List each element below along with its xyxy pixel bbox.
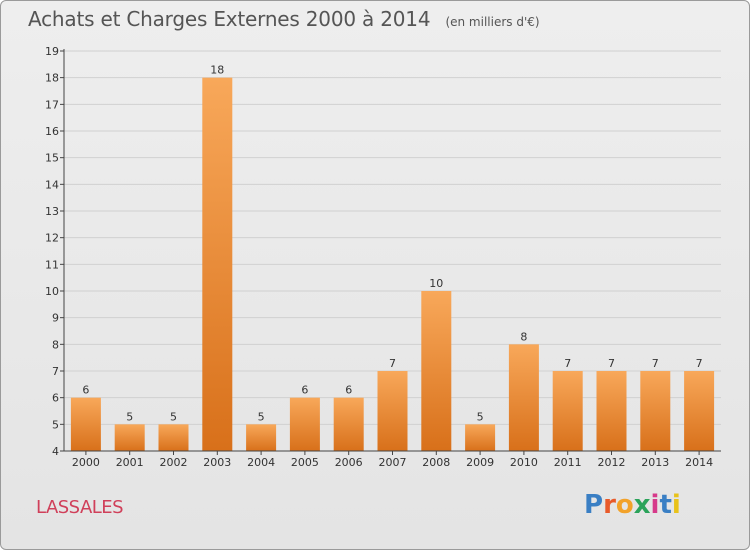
value-label-2013: 7 <box>652 357 659 370</box>
bar-2001 <box>114 424 145 451</box>
bar-2009 <box>465 424 496 451</box>
y-tick-label: 16 <box>45 125 59 138</box>
value-label-2012: 7 <box>608 357 615 370</box>
bar-2002 <box>158 424 189 451</box>
x-tick-label-2010: 2010 <box>510 456 538 469</box>
y-tick-label: 18 <box>45 72 59 85</box>
y-tick-label: 17 <box>45 98 59 111</box>
logo-letter: i <box>650 490 660 520</box>
bar-2005 <box>289 397 320 451</box>
x-tick-label-2009: 2009 <box>466 456 494 469</box>
proxiti-logo: Proxiti <box>584 490 681 520</box>
bar-2014 <box>684 371 715 451</box>
title-row: Achats et Charges Externes 2000 à 2014 (… <box>28 7 540 31</box>
logo-letter: o <box>615 490 634 520</box>
bar-2007 <box>377 371 408 451</box>
bar-2012 <box>596 371 627 451</box>
bar-2006 <box>333 397 364 451</box>
y-tick-label: 12 <box>45 232 59 245</box>
x-tick-label-2012: 2012 <box>598 456 626 469</box>
y-tick-label: 10 <box>45 285 59 298</box>
bar-2011 <box>552 371 583 451</box>
x-tick-label-2008: 2008 <box>422 456 450 469</box>
value-label-2005: 6 <box>301 384 308 397</box>
y-tick-label: 19 <box>45 45 59 58</box>
x-tick-label-2000: 2000 <box>72 456 100 469</box>
y-tick-label: 4 <box>52 445 59 458</box>
y-tick-label: 13 <box>45 205 59 218</box>
x-tick-label-2013: 2013 <box>641 456 669 469</box>
logo-letter: r <box>603 490 616 520</box>
x-tick-label-2005: 2005 <box>291 456 319 469</box>
axis-layer: 4 5 6 7 8 9 10 11 12 13 14 15 16 17 18 19 2000 2001 2002 20… <box>45 45 721 469</box>
chart-title: Achats et Charges Externes 2000 à 2014 <box>28 7 431 31</box>
y-tick-label: 15 <box>45 152 59 165</box>
x-tick-label-2011: 2011 <box>554 456 582 469</box>
value-label-2000: 6 <box>82 384 89 397</box>
value-label-2007: 7 <box>389 357 396 370</box>
value-label-2006: 6 <box>345 384 352 397</box>
x-tick-label-2007: 2007 <box>379 456 407 469</box>
chart-unit: (en milliers d'€) <box>445 15 540 29</box>
bar-2000 <box>70 397 101 451</box>
value-label-2011: 7 <box>564 357 571 370</box>
bar-2004 <box>246 424 277 451</box>
x-tick-label-2002: 2002 <box>160 456 188 469</box>
bar-2010 <box>508 344 539 451</box>
x-tick-label-2003: 2003 <box>203 456 231 469</box>
y-tick-label: 6 <box>52 392 59 405</box>
y-tick-label: 9 <box>52 312 59 325</box>
x-tick-label-2001: 2001 <box>116 456 144 469</box>
value-label-2003: 18 <box>210 64 224 77</box>
x-tick-label-2006: 2006 <box>335 456 363 469</box>
value-label-2010: 8 <box>520 330 527 343</box>
value-label-2008: 10 <box>429 277 443 290</box>
value-label-2009: 5 <box>477 410 484 423</box>
y-tick-label: 7 <box>52 365 59 378</box>
logo-letter: i <box>671 490 681 520</box>
value-label-2002: 5 <box>170 410 177 423</box>
y-tick-label: 5 <box>52 418 59 431</box>
bar-2008 <box>421 291 452 451</box>
place-name: LASSALES <box>36 497 124 518</box>
y-tick-label: 11 <box>45 258 59 271</box>
x-tick-label-2004: 2004 <box>247 456 275 469</box>
value-label-2014: 7 <box>696 357 703 370</box>
logo-letter: x <box>633 490 651 520</box>
y-tick-label: 8 <box>52 338 59 351</box>
value-label-2001: 5 <box>126 410 133 423</box>
bar-2003 <box>202 77 233 452</box>
logo-letter: t <box>659 490 672 520</box>
bar-2013 <box>640 371 671 451</box>
x-tick-label-2014: 2014 <box>685 456 713 469</box>
y-tick-label: 14 <box>45 178 59 191</box>
logo-letter: P <box>584 490 604 520</box>
value-label-2004: 5 <box>258 410 265 423</box>
bar-layer: 6 5 5 18 5 6 6 7 10 5 8 7 7 7 7 <box>70 64 715 452</box>
